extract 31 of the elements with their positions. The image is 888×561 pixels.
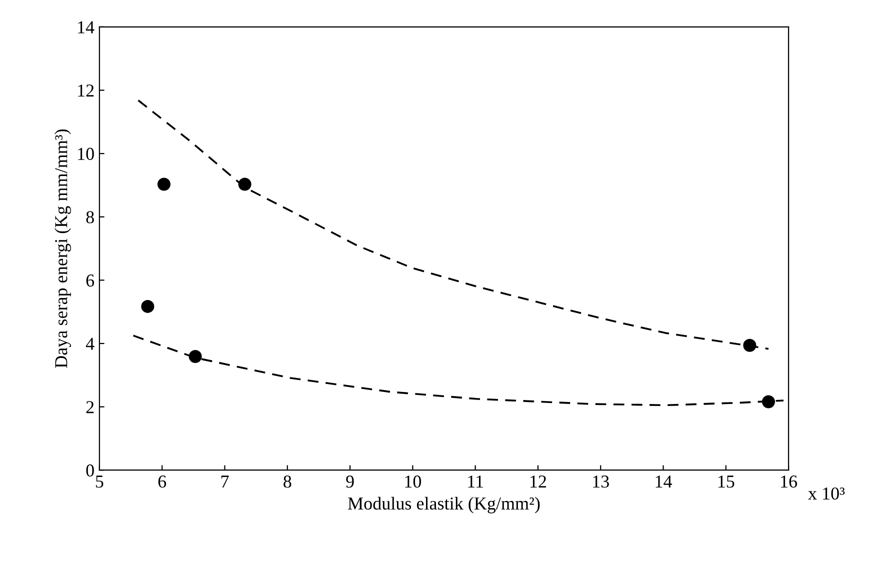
point [743, 338, 756, 352]
text: x 10³ [808, 487, 845, 500]
y-tick-label: 14 [78, 21, 94, 34]
x-tick-label: 8 [284, 476, 292, 488]
point [157, 178, 170, 191]
point [188, 350, 202, 363]
y-axis-title: Daya serap energi (Kg mm/mm³) [54, 129, 71, 368]
x-tick-label: 15 [718, 476, 734, 488]
y-tick-label: 4 [86, 338, 94, 350]
y-tick-label: 10 [78, 148, 94, 160]
y-tick-label: 6 [86, 274, 94, 287]
y-tick-label: 12 [78, 84, 94, 97]
point [762, 395, 775, 408]
x-tick-label: 10 [405, 476, 422, 488]
x-tick-label: 7 [221, 476, 229, 488]
x-tick-label: 5 [96, 476, 104, 488]
x-tick-label: 12 [530, 476, 546, 488]
y-tick-label: 0 [86, 464, 94, 477]
x-axis-title: Modulus elastik (Kg/mm²) [348, 496, 540, 514]
x-tick-label: 11 [468, 476, 483, 488]
x-tick-label: 9 [346, 476, 354, 488]
x-tick-label: 13 [593, 476, 609, 488]
y-tick-label: 2 [86, 401, 94, 414]
x-tick-label: 14 [656, 476, 672, 488]
x-tick-label: 6 [158, 476, 166, 488]
line-series [132, 334, 784, 406]
x-tick-label: 16 [781, 476, 798, 488]
point [141, 300, 154, 313]
y-tick-label: 8 [86, 211, 94, 224]
line-series [137, 99, 770, 350]
point [238, 178, 252, 191]
